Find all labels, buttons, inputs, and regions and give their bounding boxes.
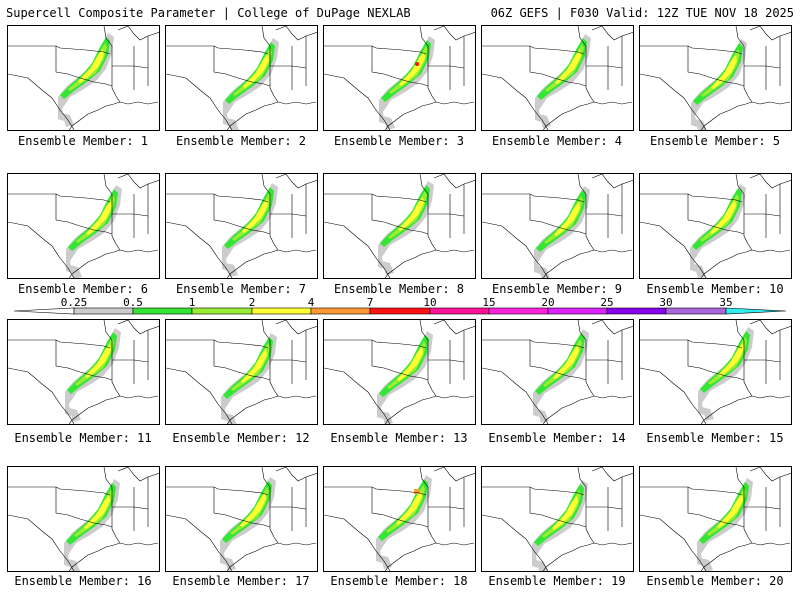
colorbar-tick-label: 1 (189, 296, 196, 309)
ensemble-member-map (481, 173, 634, 279)
scp-map (640, 174, 791, 278)
colorbar-segment (310, 307, 371, 315)
ensemble-member-map (323, 173, 476, 279)
ensemble-member-map (165, 173, 318, 279)
ensemble-member-label: Ensemble Member: 13 (330, 431, 468, 445)
ensemble-member-label: Ensemble Member: 15 (646, 431, 784, 445)
scp-map (324, 467, 475, 571)
ensemble-member-label: Ensemble Member: 19 (488, 574, 626, 588)
ensemble-member-map (7, 25, 160, 131)
ensemble-member-label: Ensemble Member: 18 (330, 574, 468, 588)
ensemble-member-label: Ensemble Member: 1 (17, 134, 149, 148)
ensemble-member-map (639, 319, 792, 425)
colorbar-tick-label: 20 (541, 296, 554, 309)
scp-map (8, 26, 159, 130)
ensemble-member-map (481, 466, 634, 572)
ensemble-member-map (165, 319, 318, 425)
scp-map (8, 467, 159, 571)
scp-map (482, 467, 633, 571)
ensemble-member-label: Ensemble Member: 3 (333, 134, 465, 148)
colorbar-tick-label: 7 (367, 296, 374, 309)
ensemble-member-map (639, 173, 792, 279)
colorbar-tick-label: 4 (308, 296, 315, 309)
ensemble-member-map (481, 319, 634, 425)
scp-map (8, 174, 159, 278)
ensemble-member-label: Ensemble Member: 2 (175, 134, 307, 148)
scp-map (8, 320, 159, 424)
ensemble-member-label: Ensemble Member: 6 (17, 282, 149, 296)
colorbar-segment (547, 307, 608, 315)
colorbar-segment (191, 307, 253, 315)
colorbar-tick-label: 0.5 (123, 296, 143, 309)
scp-map (324, 320, 475, 424)
header-title: Supercell Composite Parameter | College … (6, 6, 411, 20)
ensemble-member-label: Ensemble Member: 9 (491, 282, 623, 296)
ensemble-member-map (323, 466, 476, 572)
ensemble-member-label: Ensemble Member: 7 (175, 282, 307, 296)
ensemble-member-map (7, 173, 160, 279)
scp-map (166, 467, 317, 571)
ensemble-member-label: Ensemble Member: 8 (333, 282, 465, 296)
colorbar-segment (369, 307, 431, 315)
scp-map (640, 467, 791, 571)
ensemble-member-label: Ensemble Member: 11 (14, 431, 152, 445)
colorbar-tick-label: 15 (482, 296, 495, 309)
header-valid-time: 06Z GEFS | F030 Valid: 12Z TUE NOV 18 20… (490, 6, 794, 20)
ensemble-member-map (7, 319, 160, 425)
ensemble-member-map (165, 466, 318, 572)
ensemble-member-map (639, 25, 792, 131)
ensemble-member-label: Ensemble Member: 4 (491, 134, 623, 148)
ensemble-member-label: Ensemble Member: 16 (14, 574, 152, 588)
colorbar-segment (665, 307, 727, 315)
scp-map (166, 26, 317, 130)
colorbar-tick-label: 0.25 (61, 296, 88, 309)
colorbar-tick-label: 10 (423, 296, 436, 309)
ensemble-member-map (323, 25, 476, 131)
ensemble-member-label: Ensemble Member: 14 (488, 431, 626, 445)
colorbar-segment (488, 307, 549, 315)
ensemble-member-map (7, 466, 160, 572)
colorbar-segment (251, 307, 312, 315)
ensemble-member-label: Ensemble Member: 5 (649, 134, 781, 148)
ensemble-member-label: Ensemble Member: 20 (646, 574, 784, 588)
scp-map (482, 26, 633, 130)
colorbar-tick-label: 2 (249, 296, 256, 309)
colorbar-segment (606, 307, 667, 315)
scp-map (166, 174, 317, 278)
colorbar-tick-label: 30 (659, 296, 672, 309)
scp-map (166, 320, 317, 424)
scp-map (482, 320, 633, 424)
scp-map (640, 320, 791, 424)
colorbar: 0.25 0.5 1 2 4 7 10 15 20 25 30 35 (13, 296, 787, 315)
ensemble-member-map (481, 25, 634, 131)
scp-map (640, 26, 791, 130)
ensemble-member-map (639, 466, 792, 572)
colorbar-segment (429, 307, 490, 315)
colorbar-tick-label: 35 (719, 296, 732, 309)
colorbar-arrow-high (725, 307, 787, 315)
scp-map (324, 26, 475, 130)
ensemble-member-label: Ensemble Member: 12 (172, 431, 310, 445)
scp-map (482, 174, 633, 278)
colorbar-tick-label: 25 (600, 296, 613, 309)
ensemble-member-map (165, 25, 318, 131)
scp-map (324, 174, 475, 278)
ensemble-member-map (323, 319, 476, 425)
ensemble-member-label: Ensemble Member: 10 (646, 282, 784, 296)
ensemble-member-label: Ensemble Member: 17 (172, 574, 310, 588)
